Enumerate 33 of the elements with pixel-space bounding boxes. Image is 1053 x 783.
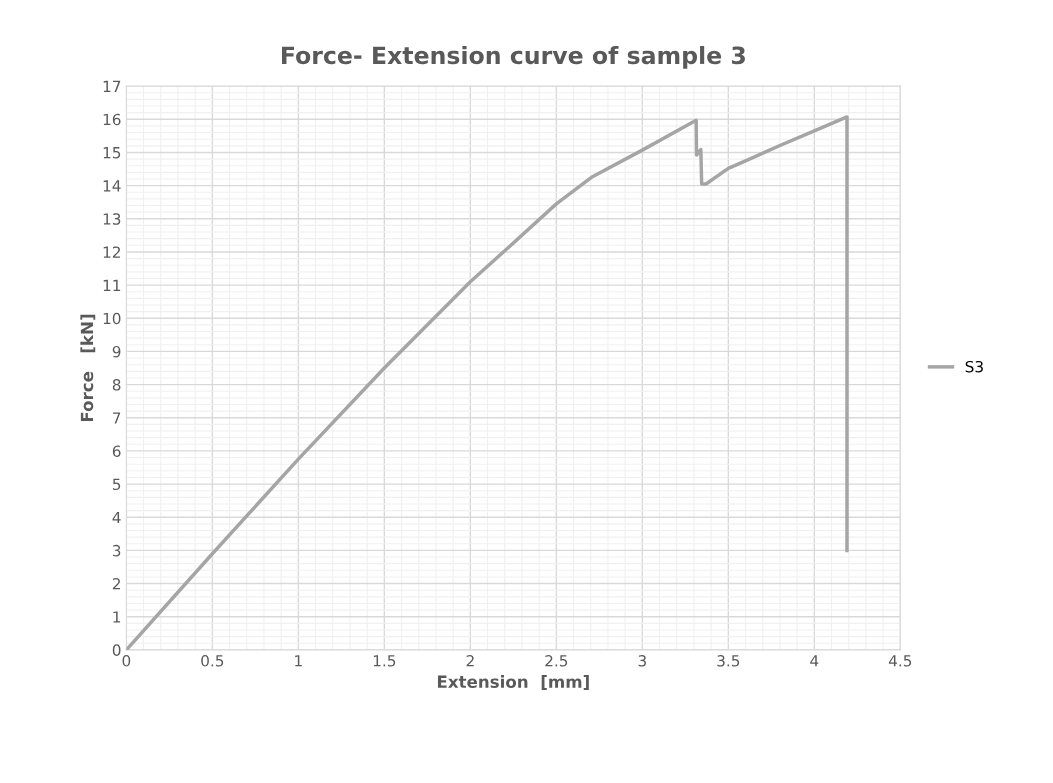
y-tick-label: 17 [103,80,121,92]
y-tick-label: 4 [112,511,121,524]
x-tick-label: 4.5 [888,655,912,667]
y-tick-label: 7 [113,412,121,424]
y-tick-label: 1 [113,611,121,623]
x-tick-label: 2.5 [545,655,568,667]
y-tick-label: 6 [112,445,121,457]
y-tick-label: 14 [103,180,121,192]
y-tick-label: 0 [112,644,121,656]
y-tick-label: 8 [112,379,121,391]
y-tick-label: 9 [112,345,121,358]
y-tick-label: 12 [103,246,120,258]
x-tick-label: 0 [122,655,131,667]
y-tick-label: 16 [103,113,121,126]
x-tick-label: 3 [638,655,646,667]
y-tick-label: 3 [112,544,121,557]
x-tick-label: 0.5 [201,655,224,667]
y-axis-title: Force [kN] [80,314,96,422]
x-tick-label: 4 [810,655,819,667]
line-series [126,115,849,650]
chart-title: Force- Extension curve of sample 3 [282,45,745,69]
y-tick-label: 15 [103,147,121,159]
x-tick-label: 3.5 [717,655,740,667]
y-tick-label: 10 [103,312,121,325]
y-tick-label: 11 [103,279,121,291]
x-tick-label: 1 [295,655,302,667]
y-tick-label: 2 [112,578,120,590]
x-tick-label: 2 [466,655,474,667]
y-tick-label: 13 [103,213,121,225]
x-axis-title: Extension [mm] [437,675,589,690]
y-tick-label: 5 [112,478,121,491]
legend-label: S3 [965,360,983,373]
x-tick-label: 1.5 [373,655,396,667]
